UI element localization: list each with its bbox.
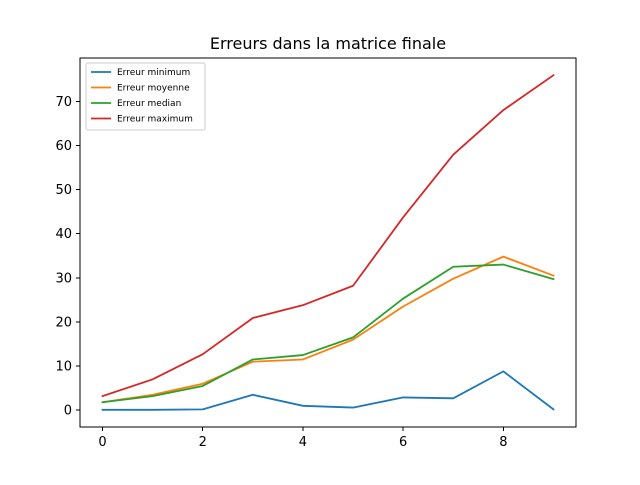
x-axis-ticks: 0 2 4 6 8 <box>98 427 507 450</box>
series-line-erreur-moyenne <box>101 255 555 404</box>
plot-area-frame <box>79 57 577 428</box>
y-tick-label: 10 <box>55 360 72 375</box>
y-tick-label: 50 <box>55 183 72 198</box>
x-tick-label: 4 <box>299 435 307 450</box>
axes-layer <box>79 57 577 428</box>
legend-label: Erreur median <box>117 99 181 109</box>
legend: Erreur minimum Erreur moyenne Erreur media… <box>85 62 206 131</box>
x-tick-label: 0 <box>98 435 106 450</box>
legend-label: Erreur maximum <box>117 115 193 125</box>
series-line-erreur-minimum <box>101 370 555 411</box>
chart-title: Erreurs dans la matrice finale <box>210 34 446 53</box>
y-tick-label: 70 <box>55 95 72 110</box>
series-line-erreur-maximum <box>101 73 555 398</box>
series-layer <box>101 73 555 411</box>
x-tick-label: 2 <box>199 435 207 450</box>
x-tick-label: 8 <box>499 435 507 450</box>
legend-frame <box>85 62 206 131</box>
x-tick-label: 6 <box>399 435 407 450</box>
y-tick-label: 20 <box>55 315 72 330</box>
y-tick-label: 30 <box>55 271 72 286</box>
y-axis-ticks: 0 10 20 30 40 50 60 70 <box>55 95 80 419</box>
y-tick-label: 0 <box>64 404 72 419</box>
legend-label: Erreur moyenne <box>117 84 190 94</box>
y-tick-label: 40 <box>55 227 72 242</box>
legend-label: Erreur minimum <box>117 68 190 78</box>
y-tick-label: 60 <box>55 139 72 154</box>
series-line-erreur-median <box>101 263 555 404</box>
